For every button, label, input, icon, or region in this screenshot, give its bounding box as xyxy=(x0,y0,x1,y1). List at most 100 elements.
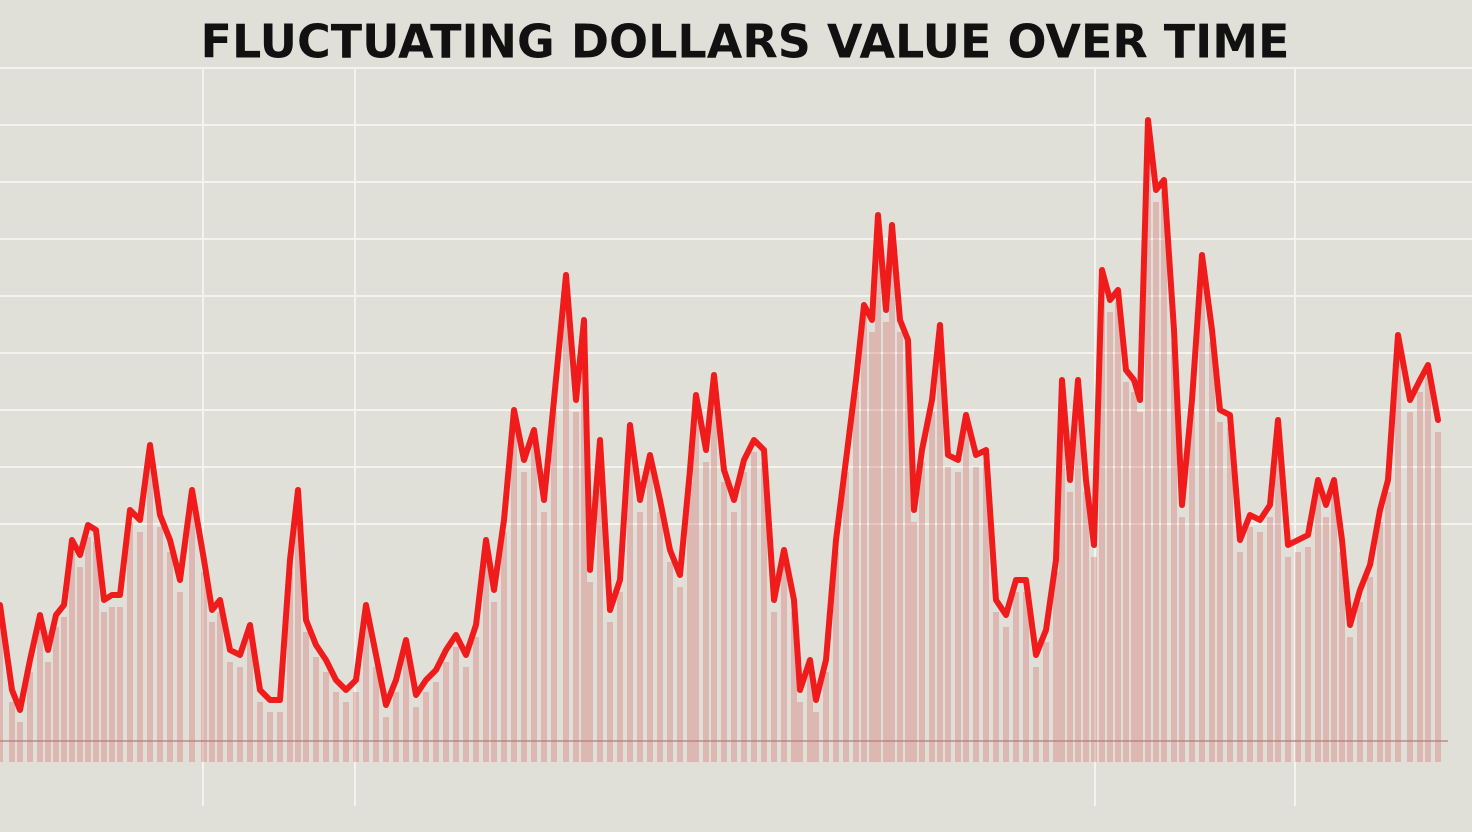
shadow-bar xyxy=(453,647,459,762)
shadow-bar xyxy=(1285,557,1291,762)
shadow-bar xyxy=(627,437,633,762)
shadow-bar xyxy=(1153,202,1159,762)
shadow-bar xyxy=(501,532,507,762)
shadow-bar xyxy=(687,482,693,762)
shadow-bar xyxy=(521,472,527,762)
shadow-bar xyxy=(875,227,881,762)
shadow-bar xyxy=(1067,492,1073,762)
shadow-bar xyxy=(85,537,91,762)
shadow-bar xyxy=(483,552,489,762)
shadow-bar xyxy=(17,722,23,762)
shadow-bar xyxy=(1417,392,1423,762)
shadow-bar xyxy=(1435,432,1441,762)
shadow-bar xyxy=(313,657,319,762)
shadow-bar xyxy=(1033,667,1039,762)
shadow-bar xyxy=(343,702,349,762)
shadow-bar xyxy=(267,712,273,762)
shadow-bar xyxy=(1115,302,1121,762)
shadow-bar xyxy=(157,527,163,762)
shadow-bar xyxy=(1075,392,1081,762)
shadow-bar xyxy=(295,502,301,762)
shadow-bar xyxy=(791,612,797,762)
shadow-bar xyxy=(473,637,479,762)
shadow-bar xyxy=(1237,552,1243,762)
shadow-bar xyxy=(919,462,925,762)
shadow-bar xyxy=(1217,422,1223,762)
shadow-bar xyxy=(843,472,849,762)
shadow-bar xyxy=(637,512,643,762)
shadow-bar xyxy=(167,552,173,762)
shadow-bar xyxy=(1295,552,1301,762)
shadow-bar xyxy=(69,552,75,762)
shadow-bar xyxy=(905,352,911,762)
shadow-bar xyxy=(833,552,839,762)
shadow-bar xyxy=(1059,392,1065,762)
shadow-bar xyxy=(721,482,727,762)
shadow-bar xyxy=(491,602,497,762)
shadow-bar xyxy=(797,702,803,762)
shadow-bar xyxy=(61,617,67,762)
shadow-bar xyxy=(511,422,517,762)
shadow-bar xyxy=(781,562,787,762)
shadow-bar xyxy=(147,457,153,762)
shadow-bar xyxy=(1171,342,1177,762)
shadow-bar xyxy=(1275,432,1281,762)
shadow-bar xyxy=(277,712,283,762)
shadow-bar xyxy=(945,467,951,762)
shadow-bar xyxy=(403,652,409,762)
chart-title: FLUCTUATING DOLLARS VALUE OVER TIME xyxy=(201,15,1290,69)
shadow-bar xyxy=(813,712,819,762)
shadow-bar xyxy=(937,337,943,762)
shadow-bar xyxy=(423,692,429,762)
shadow-bar xyxy=(93,542,99,762)
shadow-bar xyxy=(9,702,15,762)
shadow-bar xyxy=(741,472,747,762)
data-line xyxy=(0,117,1441,713)
shadow-bar xyxy=(551,412,557,762)
shadow-bar xyxy=(693,407,699,762)
shadow-bar xyxy=(127,522,133,762)
shadow-bar xyxy=(983,462,989,762)
shadow-bar xyxy=(189,502,195,762)
shadow-bar xyxy=(1209,342,1215,762)
shadow-bar xyxy=(1043,642,1049,762)
shadow-bar xyxy=(37,627,43,762)
shadow-bar xyxy=(323,672,329,762)
shadow-bar xyxy=(1367,577,1373,762)
shadow-bar xyxy=(1145,132,1151,762)
shadow-bar xyxy=(1099,282,1105,762)
shadow-bar xyxy=(731,512,737,762)
shadow-bar xyxy=(1023,592,1029,762)
shadow-bar xyxy=(587,582,593,762)
shadow-bar xyxy=(257,702,263,762)
shadow-bar xyxy=(1131,392,1137,762)
shadow-bar xyxy=(647,467,653,762)
shadow-bar xyxy=(1227,427,1233,762)
shadow-bar xyxy=(1091,557,1097,762)
shadow-bar xyxy=(287,572,293,762)
shadow-bar xyxy=(1161,192,1167,762)
shadow-bar xyxy=(363,617,369,762)
shadow-bar xyxy=(573,412,579,762)
shadow-bar xyxy=(1331,492,1337,762)
shadow-bar xyxy=(1179,517,1185,762)
shadow-bar xyxy=(963,427,969,762)
shadow-bar xyxy=(1347,637,1353,762)
shadow-bar xyxy=(201,572,207,762)
shadow-bar xyxy=(1257,532,1263,762)
shadow-bar xyxy=(27,672,33,762)
shadow-bar xyxy=(1425,377,1431,762)
shadow-bar xyxy=(101,612,107,762)
shadow-bar xyxy=(443,662,449,762)
shadow-bar xyxy=(53,627,59,762)
shadow-bar xyxy=(1385,492,1391,762)
shadow-bar xyxy=(353,692,359,762)
shadow-bar xyxy=(117,607,123,762)
shadow-bar xyxy=(1357,602,1363,762)
shadow-bar xyxy=(393,692,399,762)
shadow-bar xyxy=(1315,492,1321,762)
shadow-bar xyxy=(869,332,875,762)
shadow-bar xyxy=(1013,592,1019,762)
shadow-bar xyxy=(45,662,51,762)
